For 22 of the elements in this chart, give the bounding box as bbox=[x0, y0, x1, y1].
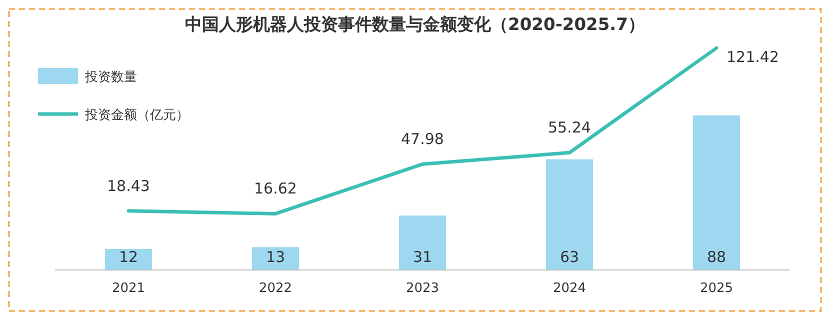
data-label: 63 bbox=[560, 248, 580, 266]
bar bbox=[398, 216, 446, 270]
x-tick-label: 2025 bbox=[700, 281, 734, 296]
data-label: 47.98 bbox=[401, 130, 444, 148]
data-label: 88 bbox=[706, 248, 726, 266]
data-label: 121.42 bbox=[726, 48, 779, 66]
x-tick-label: 2023 bbox=[406, 281, 440, 296]
x-tick-label: 2021 bbox=[112, 281, 146, 296]
data-label: 18.43 bbox=[107, 176, 150, 195]
x-tick-label: 2024 bbox=[552, 281, 586, 296]
data-label: 31 bbox=[412, 248, 432, 266]
bar bbox=[546, 159, 594, 270]
bar bbox=[692, 115, 740, 270]
data-label: 13 bbox=[266, 248, 286, 266]
legend-label: 投资金额（亿元） bbox=[84, 108, 189, 123]
x-tick-label: 2022 bbox=[258, 281, 292, 296]
data-label: 55.24 bbox=[548, 118, 591, 137]
bar bbox=[252, 247, 300, 270]
data-label: 16.62 bbox=[254, 180, 297, 198]
chart-title: 中国人形机器人投资事件数量与金额变化（2020-2025.7） bbox=[185, 15, 645, 35]
legend-label: 投资数量 bbox=[84, 70, 137, 85]
data-label: 12 bbox=[118, 248, 138, 266]
